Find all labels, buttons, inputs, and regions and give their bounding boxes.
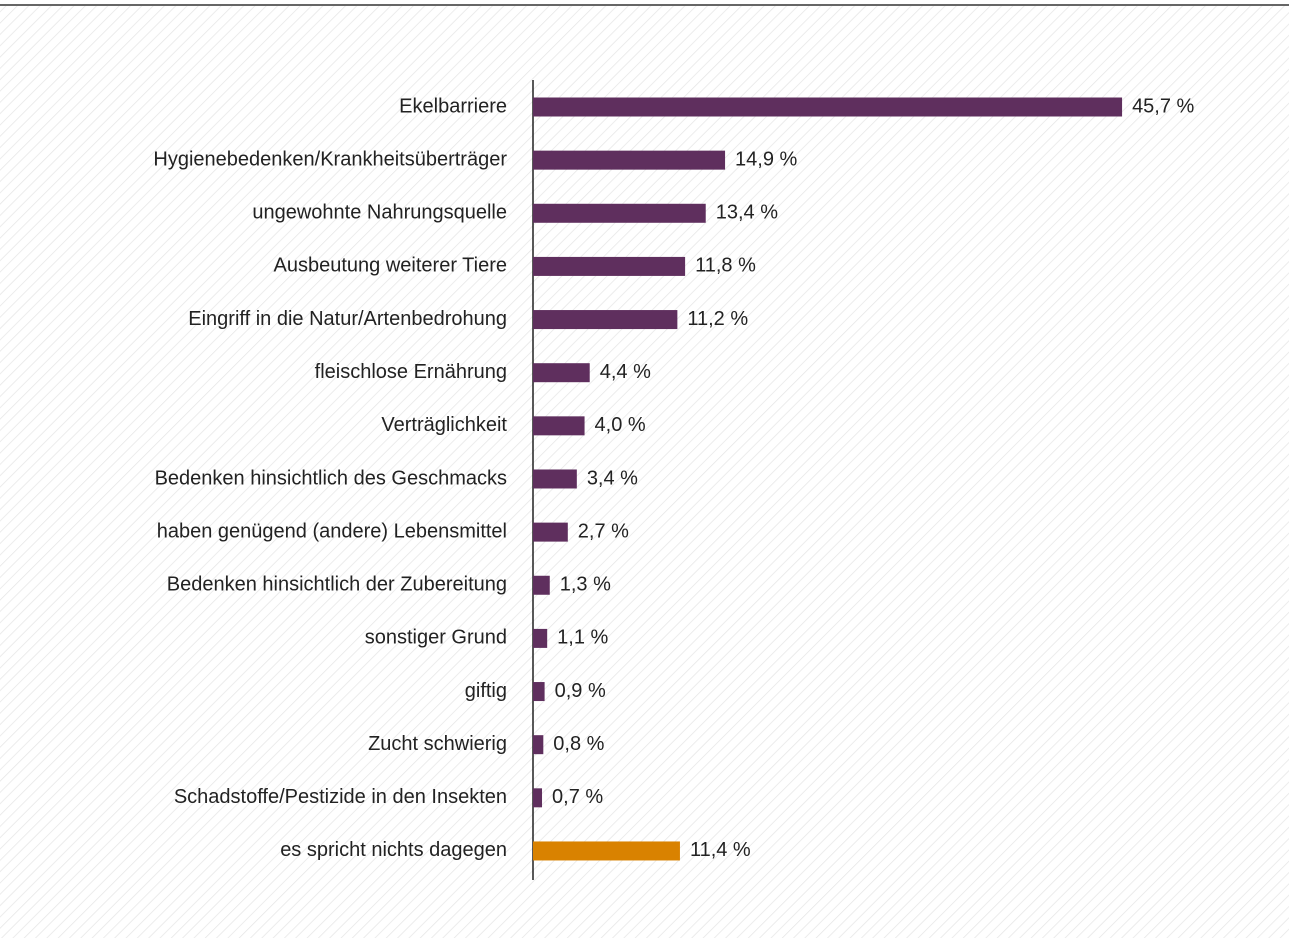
value-label: 14,9 % (735, 148, 797, 170)
category-label: giftig (465, 680, 507, 702)
bar (533, 416, 585, 436)
value-label: 11,8 % (695, 255, 756, 277)
bar (533, 575, 550, 595)
value-label: 4,0 % (595, 414, 646, 436)
category-label: ungewohnte Nahrungsquelle (252, 202, 507, 224)
category-label: Eingriff in die Natur/Artenbedrohung (188, 308, 507, 330)
value-label: 11,4 % (690, 839, 751, 861)
category-label: Zucht schwierig (368, 733, 507, 755)
bar (533, 310, 678, 330)
category-label: Bedenken hinsichtlich der Zubereitung (167, 574, 507, 596)
bar (533, 788, 543, 808)
category-label: fleischlose Ernährung (315, 361, 507, 383)
bar (533, 203, 706, 223)
value-label: 0,8 % (553, 733, 604, 755)
bar (533, 150, 726, 170)
value-label: 13,4 % (716, 202, 778, 224)
value-label: 45,7 % (1132, 95, 1194, 117)
bar (533, 628, 548, 648)
value-label: 3,4 % (587, 467, 638, 489)
bar (533, 682, 545, 702)
value-label: 0,9 % (555, 680, 606, 702)
category-label: Schadstoffe/Pestizide in den Insekten (174, 786, 507, 808)
category-label: Ekelbarriere (399, 95, 507, 117)
value-label: 0,7 % (552, 786, 603, 808)
bar (533, 841, 680, 861)
category-label: Ausbeutung weiterer Tiere (274, 255, 507, 277)
category-label: Hygienebedenken/Krankheitsüberträger (153, 148, 507, 170)
bar (533, 735, 544, 755)
value-label: 1,1 % (557, 627, 608, 649)
value-label: 4,4 % (600, 361, 651, 383)
value-label: 2,7 % (578, 520, 629, 542)
category-label: Verträglichkeit (381, 414, 507, 436)
category-label: es spricht nichts dagegen (280, 839, 507, 861)
bar (533, 256, 686, 276)
bar (533, 522, 568, 542)
value-label: 11,2 % (687, 308, 748, 330)
bar (533, 469, 577, 489)
category-label: haben genügend (andere) Lebensmittel (157, 520, 507, 542)
category-label: sonstiger Grund (365, 627, 507, 649)
bar (533, 97, 1123, 117)
bar (533, 363, 590, 383)
value-label: 1,3 % (560, 574, 611, 596)
category-label: Bedenken hinsichtlich des Geschmacks (155, 467, 507, 489)
